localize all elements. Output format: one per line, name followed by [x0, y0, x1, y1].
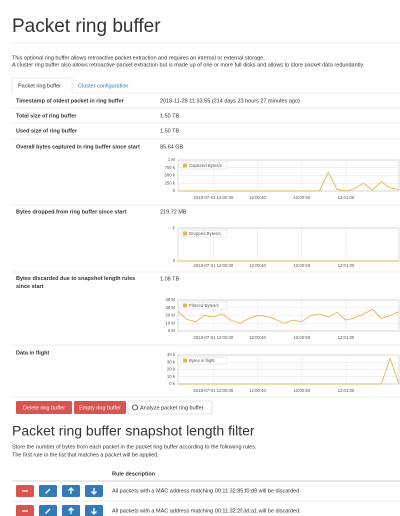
y-tick-label: 750 k [164, 165, 175, 170]
description: Store the number of bytes from each pack… [12, 444, 257, 450]
plot-frame [177, 299, 400, 332]
row-label: Timestamp of oldest packet in ring buffe… [16, 98, 125, 104]
description: A cluster ring buffer also allows retroa… [12, 62, 365, 68]
row-value: 2018-11-28 11:33:55 (214 days 23 hours 2… [160, 98, 300, 104]
y-tick-label: 500 k [164, 173, 175, 178]
x-tick-label: 12:00:40 [249, 195, 266, 200]
x-tick-label: 12:01:00 [338, 335, 355, 340]
row-value: 1.50 TB [160, 113, 179, 119]
icon [45, 508, 51, 514]
legend-swatch [183, 358, 187, 363]
column-header: Rule description [112, 471, 156, 477]
description: The first rule in the list that matches … [12, 452, 159, 458]
row-value: 219.72 MB [160, 209, 187, 215]
x-tick-label: 12:01:00 [338, 195, 355, 200]
button-label: Empty ring buffer [79, 405, 121, 411]
x-tick-label: 12:01:00 [338, 263, 355, 268]
legend-box [180, 356, 228, 365]
icon [45, 488, 51, 494]
series-line [178, 357, 400, 385]
y-tick-label: 30 k [167, 359, 176, 364]
row-label: Overall bytes captured in ring buffer si… [16, 144, 140, 150]
legend-box [180, 161, 228, 170]
row-value: 85.64 GB [160, 144, 184, 150]
x-tick-label: 2018-07-01 12:00:30 [193, 263, 234, 268]
legend-box [180, 301, 228, 310]
icon [91, 488, 97, 495]
tab[interactable]: Packet ring buffer [18, 83, 61, 89]
series-line [177, 308, 400, 324]
rule-text: All packets with a MAC address matching … [112, 488, 301, 494]
icon [91, 508, 97, 515]
legend-swatch [183, 303, 187, 308]
y-tick-label: 20 k [167, 367, 176, 372]
row-label: Bytes dropped from ring buffer since sta… [16, 209, 126, 215]
y-tick-label: 0 M [168, 328, 176, 333]
y-tick-label: 20 M [165, 313, 175, 318]
x-tick-label: 12:00:40 [249, 335, 266, 340]
y-tick-label: 10 k [167, 374, 176, 379]
row-label: Data in flight [16, 350, 49, 356]
row-value: 1.08 TB [160, 276, 179, 282]
y-tick-label: 1 [173, 225, 176, 230]
series-line [178, 171, 400, 192]
x-tick-label: 2018-07-01 12:00:30 [193, 388, 234, 393]
section-title: Packet ring buffer snapshot length filte… [12, 423, 255, 439]
button-label: Analyze packet ring buffer [140, 405, 204, 411]
icon [132, 404, 138, 411]
page-title: Packet ring buffer [12, 16, 161, 37]
row-label: Used size of ring buffer [16, 128, 78, 134]
description: This optional ring buffer allows retroac… [12, 55, 265, 61]
legend-label: Bytes in flight [189, 358, 215, 363]
legend-box [180, 229, 228, 238]
y-tick-label: 1 M [168, 157, 176, 162]
y-tick-label: 30 M [165, 305, 175, 310]
y-tick-label: 10 M [165, 320, 175, 325]
x-tick-label: 12:00:50 [293, 195, 310, 200]
tab-border [11, 77, 400, 94]
x-tick-label: 12:00:50 [293, 335, 310, 340]
y-tick-label: 0 k [169, 381, 176, 386]
x-tick-label: 2018-07-01 12:00:30 [193, 335, 234, 340]
x-tick-label: 12:00:40 [249, 263, 266, 268]
legend-label: Dropped Bytes/s [189, 231, 221, 236]
y-tick-label: 40 M [165, 297, 175, 302]
row-label: Total size of ring buffer [16, 113, 77, 119]
analyze-button[interactable] [127, 400, 213, 415]
x-tick-label: 12:01:00 [338, 388, 355, 393]
legend-swatch [183, 163, 187, 168]
legend-swatch [183, 231, 187, 236]
y-tick-label: 0 [173, 188, 176, 193]
row-label: Bytes discarded due to snapshot length r… [16, 276, 136, 290]
legend-label: Filtered Bytes/s [189, 303, 219, 308]
rule-buttons [16, 485, 103, 516]
button-label: Delete ring buffer [23, 405, 65, 411]
empty-button[interactable] [74, 401, 126, 414]
icon [68, 507, 74, 514]
x-tick-label: 12:00:40 [249, 388, 266, 393]
y-tick-label: 40 k [167, 352, 176, 357]
y-tick-label: 0 [173, 258, 176, 263]
tab[interactable]: Cluster configuration [78, 83, 128, 89]
y-tick-label: 250 k [164, 180, 175, 185]
legend-label: Captured Bytes/s [189, 163, 222, 168]
row-label-box: Bytes discarded due to snapshot length r… [16, 276, 136, 290]
x-tick-label: 12:00:50 [293, 263, 310, 268]
rule-text: All packets with a MAC address matching … [112, 508, 301, 514]
icon [68, 487, 74, 494]
x-tick-label: 2018-07-01 12:00:30 [193, 195, 234, 200]
delete-button[interactable] [16, 401, 72, 414]
x-tick-label: 12:00:50 [293, 388, 310, 393]
row-value: 1.50 TB [160, 128, 179, 134]
